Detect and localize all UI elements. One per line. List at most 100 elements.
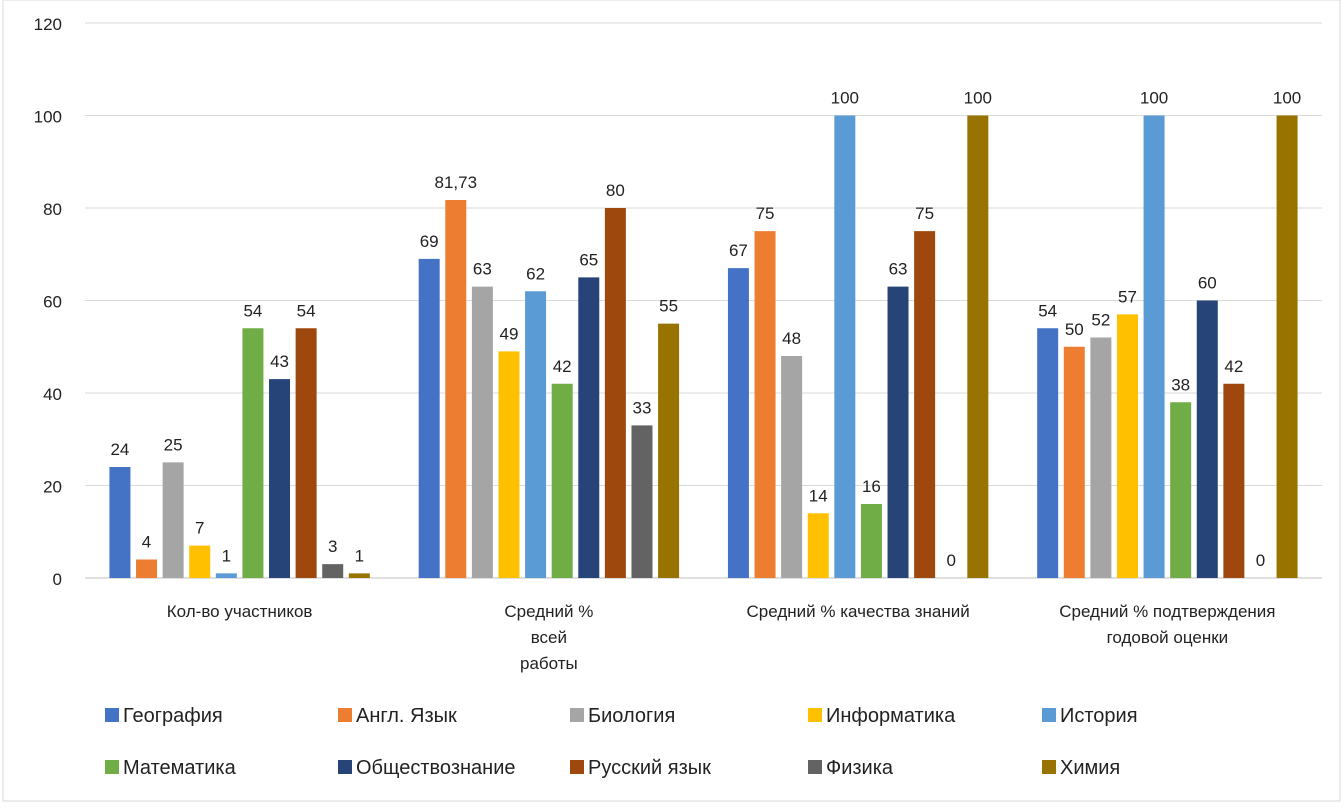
legend-label: Биология — [588, 705, 675, 727]
data-label: 16 — [862, 477, 881, 496]
data-label: 42 — [1224, 357, 1243, 376]
data-label: 100 — [831, 89, 859, 108]
legend-swatch — [338, 708, 352, 722]
legend-item: Химия — [1042, 757, 1120, 779]
legend-label: История — [1060, 705, 1138, 727]
bar — [1223, 383, 1245, 578]
y-tick-label: 0 — [53, 570, 62, 589]
x-category-line: работы — [520, 654, 578, 673]
data-label: 25 — [164, 435, 183, 454]
bar — [551, 383, 573, 578]
legend-label: Химия — [1060, 757, 1120, 779]
bar — [604, 208, 626, 578]
data-label: 43 — [270, 352, 289, 371]
data-label: 80 — [606, 181, 625, 200]
bar — [1170, 402, 1192, 578]
data-label: 42 — [553, 357, 572, 376]
bar — [914, 231, 936, 578]
x-category-label: Кол-во участников — [167, 602, 313, 621]
legend-label: Англ. Язык — [356, 705, 457, 727]
x-category-label: Средний % всей работы — [504, 602, 593, 673]
y-tick-label: 100 — [34, 108, 62, 127]
legend-swatch — [808, 708, 822, 722]
legend-item: Физика — [808, 757, 894, 779]
data-label: 100 — [1273, 89, 1301, 108]
legend-label: Информатика — [826, 705, 956, 727]
data-label: 14 — [809, 486, 828, 505]
legend-item: Обществознание — [338, 757, 516, 779]
legend-label: Обществознание — [356, 757, 516, 779]
legend-swatch — [105, 708, 119, 722]
bar — [471, 286, 493, 578]
data-label: 100 — [964, 89, 992, 108]
data-label: 24 — [110, 440, 129, 459]
bar — [807, 513, 829, 578]
legend-item: География — [105, 705, 223, 727]
x-category-label: Средний % качества знаний — [747, 602, 970, 621]
bar — [498, 351, 520, 578]
data-label: 33 — [633, 398, 652, 417]
bar — [967, 115, 989, 578]
bar — [525, 291, 547, 578]
y-tick-label: 60 — [43, 293, 62, 312]
bar — [860, 504, 882, 578]
data-label: 75 — [756, 204, 775, 223]
bar — [781, 356, 803, 578]
bar — [189, 545, 211, 578]
bar — [1063, 346, 1085, 578]
data-label: 49 — [500, 324, 519, 343]
bar — [727, 268, 749, 578]
bar — [834, 115, 856, 578]
bar — [1037, 328, 1059, 578]
data-label: 1 — [355, 546, 364, 565]
legend: География Англ. Язык Биология Информатика Ис… — [105, 705, 1138, 779]
data-label: 57 — [1118, 287, 1137, 306]
legend-swatch — [570, 708, 584, 722]
legend-swatch — [1042, 760, 1056, 774]
x-category-line: Кол-во участников — [167, 602, 313, 621]
data-label: 54 — [243, 301, 262, 320]
legend-item: Математика — [105, 757, 237, 779]
data-label: 62 — [526, 264, 545, 283]
y-tick-label: 20 — [43, 478, 62, 497]
legend-swatch — [808, 760, 822, 774]
bar — [578, 277, 600, 578]
data-label: 75 — [915, 204, 934, 223]
legend-swatch — [338, 760, 352, 774]
data-label: 65 — [579, 250, 598, 269]
bar — [109, 467, 131, 578]
bar — [658, 323, 680, 578]
bar — [1276, 115, 1298, 578]
legend-item: Русский язык — [570, 757, 711, 779]
legend-label: География — [123, 705, 223, 727]
data-label: 60 — [1198, 274, 1217, 293]
bar — [1090, 337, 1112, 578]
x-category-line: годовой оценки — [1107, 628, 1229, 647]
y-tick-label: 40 — [43, 385, 62, 404]
y-axis-ticks: 0 20 40 60 80 100 120 — [34, 15, 62, 589]
bar — [162, 462, 184, 578]
data-label: 52 — [1091, 311, 1110, 330]
data-label: 55 — [659, 297, 678, 316]
legend-swatch — [570, 760, 584, 774]
legend-label: Физика — [826, 757, 894, 779]
bars — [109, 115, 1298, 578]
bar — [215, 573, 237, 578]
data-label: 50 — [1065, 320, 1084, 339]
data-label: 81,73 — [435, 173, 478, 192]
bar — [322, 564, 344, 578]
bar — [887, 286, 909, 578]
x-category-line: Средний % качества знаний — [747, 602, 970, 621]
data-label: 4 — [142, 533, 151, 552]
bar — [348, 573, 370, 578]
bar — [242, 328, 264, 578]
data-label: 54 — [1038, 301, 1057, 320]
legend-label: Русский язык — [588, 757, 711, 779]
data-label: 100 — [1140, 89, 1168, 108]
bar — [445, 199, 467, 578]
data-label: 67 — [729, 241, 748, 260]
data-label: 38 — [1171, 375, 1190, 394]
data-label: 63 — [473, 260, 492, 279]
